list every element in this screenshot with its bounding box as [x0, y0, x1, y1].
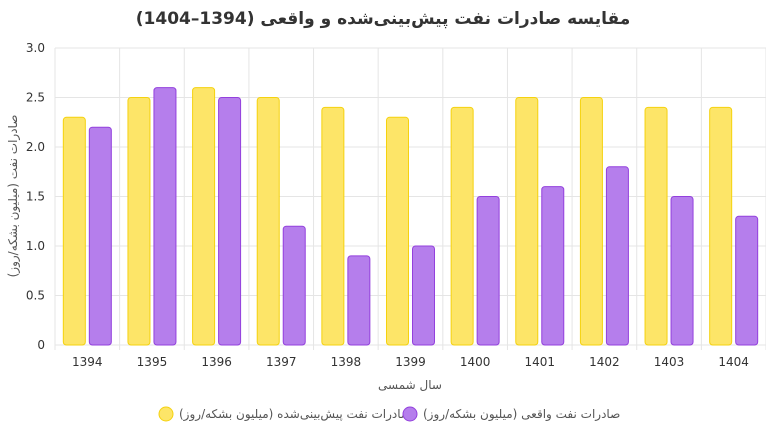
bar-predicted: [62, 116, 86, 346]
bar-predicted: [321, 106, 345, 346]
x-tick-label: 1400: [460, 355, 491, 369]
bar-actual: [412, 245, 435, 346]
x-tick-label: 1396: [201, 355, 232, 369]
bar-predicted: [450, 106, 474, 346]
x-axis-label: سال شمسی: [378, 378, 442, 392]
y-tick-label: 0.5: [26, 289, 45, 303]
y-tick-label: 1.5: [26, 190, 45, 204]
x-tick-label: 1399: [395, 355, 426, 369]
legend-label: صادرات نفت واقعی (میلیون بشکه/روز): [423, 407, 620, 422]
y-tick-label: 0: [37, 338, 45, 352]
bar-predicted: [386, 116, 409, 346]
bar-predicted: [192, 87, 216, 346]
bar-predicted: [515, 97, 539, 346]
bar-actual: [605, 166, 629, 346]
bar-actual: [282, 225, 306, 346]
bar-predicted: [579, 97, 603, 346]
bar-actual: [670, 196, 694, 346]
x-tick-label: 1394: [72, 355, 103, 369]
chart-title: مقایسه صادرات نفت پیش‌بینی‌شده و واقعی (…: [136, 9, 630, 29]
y-tick-label: 3.0: [26, 41, 45, 55]
legend-marker: [158, 406, 174, 422]
x-tick-label: 1397: [266, 355, 297, 369]
y-axis-label: صادرات نفت (میلیون بشکه/روز): [6, 115, 21, 278]
legend-label: صادرات نفت پیش‌بینی‌شده (میلیون بشکه/روز…: [179, 407, 411, 422]
bar-actual: [153, 87, 177, 346]
bar-actual: [735, 215, 759, 346]
bar-actual: [347, 255, 371, 346]
x-tick-label: 1398: [331, 355, 362, 369]
x-tick-label: 1402: [589, 355, 620, 369]
y-tick-label: 2.5: [26, 91, 45, 105]
x-tick-label: 1404: [718, 355, 749, 369]
x-tick-label: 1401: [524, 355, 555, 369]
bar-predicted: [644, 106, 668, 346]
bar-actual: [88, 126, 112, 346]
x-tick-label: 1403: [654, 355, 685, 369]
y-tick-label: 1.0: [26, 239, 45, 253]
bar-predicted: [127, 97, 151, 346]
bar-actual: [218, 97, 242, 346]
y-tick-label: 2.0: [26, 140, 45, 154]
x-tick-label: 1395: [137, 355, 168, 369]
legend-marker: [402, 406, 418, 422]
bar-predicted: [256, 97, 280, 346]
bar-actual: [476, 196, 500, 346]
bar-actual: [541, 186, 565, 346]
bar-predicted: [709, 106, 733, 346]
